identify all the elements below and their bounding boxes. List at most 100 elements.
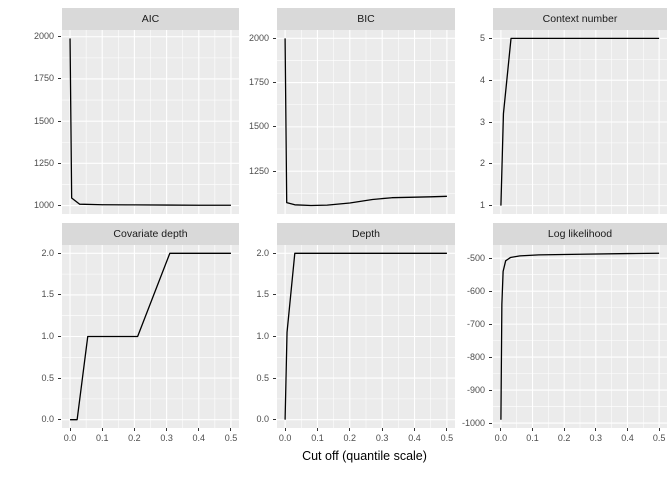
y-tick-mark bbox=[273, 37, 276, 39]
x-axis-label: 0.5 bbox=[652, 433, 666, 443]
x-axis-label: 0.2 bbox=[557, 433, 571, 443]
x-axis-label: 0.4 bbox=[192, 433, 206, 443]
y-tick-mark bbox=[58, 377, 61, 379]
y-axis-label: -600 bbox=[466, 285, 485, 296]
x-axis-label: 0.5 bbox=[440, 433, 454, 443]
x-axis-label: 0.1 bbox=[95, 433, 109, 443]
y-axis-label: -800 bbox=[466, 351, 485, 362]
y-tick-mark bbox=[489, 121, 492, 123]
y-axis-label: 2000 bbox=[33, 31, 54, 42]
y-axis-label: -1000 bbox=[461, 417, 485, 428]
y-axis-label: 0.5 bbox=[256, 372, 269, 383]
y-axis-label: 1.5 bbox=[256, 289, 269, 300]
y-tick-mark bbox=[58, 120, 61, 122]
y-axis-label: 1750 bbox=[248, 77, 269, 88]
y-tick-mark bbox=[489, 356, 492, 358]
x-tick-mark bbox=[626, 428, 628, 431]
x-axis-label: 0.3 bbox=[160, 433, 173, 443]
y-axis-label: 2 bbox=[479, 158, 485, 169]
y-tick-mark bbox=[489, 323, 492, 325]
x-tick-mark bbox=[446, 428, 448, 431]
y-tick-mark bbox=[58, 336, 61, 337]
y-tick-mark bbox=[489, 37, 492, 39]
x-tick-mark bbox=[658, 428, 660, 431]
y-axis-label: 0.0 bbox=[256, 414, 269, 425]
y-tick-mark bbox=[489, 389, 492, 391]
y-axis-label: 4 bbox=[479, 74, 485, 85]
x-tick-mark bbox=[166, 428, 168, 431]
facet-strip: Log likelihood bbox=[493, 223, 667, 245]
x-tick-mark bbox=[414, 428, 416, 431]
facet-strip-label: Covariate depth bbox=[113, 228, 188, 240]
y-axis-label: 1 bbox=[479, 200, 485, 211]
y-axis-label: 1750 bbox=[33, 73, 54, 84]
x-axis-title: Cut off (quantile scale) bbox=[302, 449, 427, 463]
y-axis-label: 1250 bbox=[33, 157, 54, 168]
grid-minor bbox=[277, 30, 455, 214]
x-tick-mark bbox=[532, 428, 534, 431]
facet-panel-svg bbox=[62, 245, 239, 428]
x-axis-label: 0.2 bbox=[128, 433, 141, 443]
plot-line bbox=[69, 38, 231, 206]
grid-minor bbox=[62, 30, 239, 214]
y-axis-label: -900 bbox=[466, 384, 485, 395]
x-axis-label: 0.0 bbox=[494, 433, 508, 443]
y-tick-mark bbox=[273, 126, 276, 128]
plot-line bbox=[284, 38, 447, 207]
x-tick-mark bbox=[101, 428, 103, 431]
facet-strip: BIC bbox=[277, 8, 455, 30]
facet-strip-label: Log likelihood bbox=[547, 228, 613, 240]
y-tick-mark bbox=[58, 205, 61, 207]
y-tick-mark bbox=[58, 78, 61, 80]
facet-strip: Covariate depth bbox=[62, 223, 239, 245]
plot-line bbox=[500, 37, 660, 206]
facet-panel-svg bbox=[62, 30, 239, 214]
y-axis-label: 2000 bbox=[248, 32, 269, 43]
y-tick-mark bbox=[489, 163, 492, 165]
y-tick-mark bbox=[58, 419, 61, 421]
grid-major bbox=[62, 245, 239, 428]
facet-strip: Depth bbox=[277, 223, 455, 245]
y-tick-mark bbox=[489, 422, 492, 424]
grid-major bbox=[493, 245, 667, 428]
y-tick-mark bbox=[273, 377, 276, 379]
facet-panel-svg bbox=[493, 30, 667, 214]
x-tick-mark bbox=[595, 428, 597, 431]
y-tick-mark bbox=[489, 290, 492, 292]
y-tick-mark bbox=[58, 252, 61, 254]
y-tick-mark bbox=[58, 36, 61, 38]
facet-strip: Context number bbox=[493, 8, 667, 30]
y-tick-mark bbox=[273, 82, 276, 84]
x-tick-mark bbox=[316, 428, 318, 431]
facet-panel-svg bbox=[277, 245, 455, 428]
x-tick-mark bbox=[381, 428, 383, 431]
x-tick-mark bbox=[230, 428, 232, 431]
x-axis-label: 0.0 bbox=[63, 433, 77, 443]
y-axis-label: 2.0 bbox=[41, 247, 54, 258]
y-axis-label: 1250 bbox=[248, 165, 269, 176]
y-axis-label: 0.0 bbox=[41, 414, 54, 425]
y-axis-label: 1500 bbox=[33, 115, 54, 126]
x-axis-label: 0.5 bbox=[224, 433, 238, 443]
facet-strip-label: AIC bbox=[141, 13, 160, 25]
x-tick-mark bbox=[133, 428, 135, 431]
y-axis-label: 0.5 bbox=[41, 372, 54, 383]
y-tick-mark bbox=[273, 336, 276, 337]
facet-panel-svg bbox=[493, 245, 667, 428]
x-tick-mark bbox=[198, 428, 200, 431]
grid-major bbox=[62, 30, 239, 214]
y-axis-label: 3 bbox=[479, 116, 485, 127]
x-tick-mark bbox=[69, 428, 71, 431]
y-axis-label: 2.0 bbox=[256, 247, 269, 258]
y-axis-label: -500 bbox=[466, 252, 485, 263]
grid-minor bbox=[493, 245, 667, 428]
x-axis-label: 0.3 bbox=[375, 433, 389, 443]
y-tick-mark bbox=[489, 257, 492, 259]
y-axis-label: 1500 bbox=[248, 121, 269, 132]
facet-strip-label: Depth bbox=[351, 228, 381, 240]
x-tick-mark bbox=[563, 428, 565, 431]
x-tick-mark bbox=[349, 428, 351, 431]
x-axis-label: 0.1 bbox=[311, 433, 324, 443]
y-tick-mark bbox=[58, 162, 61, 164]
